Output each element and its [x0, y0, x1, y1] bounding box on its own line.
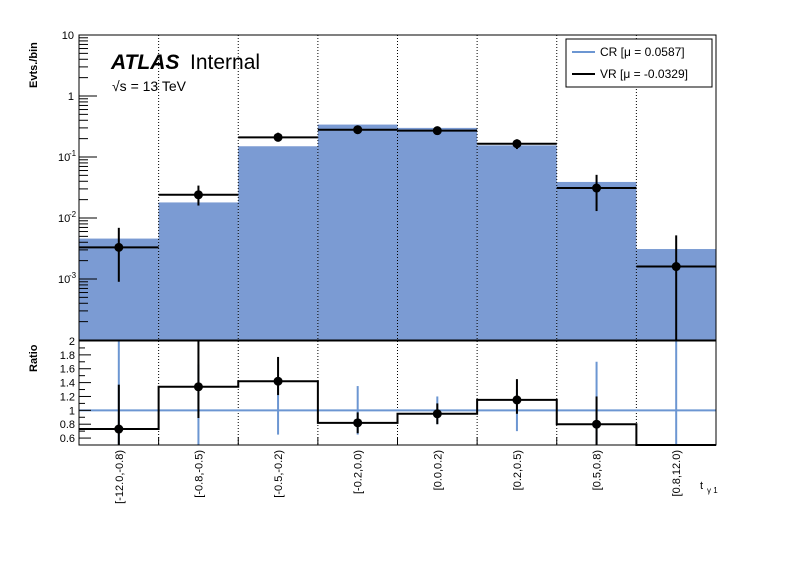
ratio-y-tick-label: 1.6	[60, 364, 75, 376]
x-category-label: [0.5,0.8)	[592, 450, 604, 490]
top-y-axis-title: Evts./bin	[28, 42, 40, 88]
top-y-tick-label: 10	[58, 213, 70, 225]
top-y-tick-exponent: -2	[69, 210, 77, 219]
top-y-tick-label: 10	[62, 30, 74, 42]
x-axis-title: t	[700, 480, 703, 492]
x-category-label: [-12.0,-0.8)	[114, 450, 126, 504]
vr-ratio-point	[273, 376, 283, 386]
vr-ratio-point	[193, 382, 203, 392]
x-category-label: [-0.5,-0.2)	[273, 450, 285, 498]
x-axis-title-subscript: γ 1	[707, 486, 718, 495]
legend-vr-label: VR [μ = -0.0329]	[600, 67, 688, 81]
atlas-label: ATLAS	[110, 51, 179, 74]
x-category-label: [0.2,0.5)	[512, 450, 524, 490]
ratio-y-tick-label: 0.6	[60, 433, 75, 445]
top-y-tick-label: 10	[58, 274, 70, 286]
cr-bar	[158, 202, 239, 340]
vr-point	[512, 139, 522, 149]
ratio-y-tick-label: 1.8	[60, 350, 75, 362]
x-category-label: [0.8,12.0)	[671, 450, 683, 496]
vr-point	[193, 190, 203, 200]
top-y-tick-exponent: -1	[69, 149, 77, 158]
top-y-tick-label: 10	[58, 152, 70, 164]
legend: CR [μ = 0.0587] VR [μ = -0.0329]	[565, 38, 713, 88]
vr-point	[353, 125, 363, 135]
vr-ratio-point	[114, 424, 124, 434]
vr-point	[114, 242, 124, 252]
vr-point	[432, 126, 442, 136]
cr-bar	[317, 124, 398, 340]
vr-point	[592, 183, 602, 193]
ratio-y-tick-label: 1.4	[60, 378, 75, 390]
energy-label: √s = 13 TeV	[112, 78, 187, 94]
vr-ratio-point	[512, 395, 522, 405]
top-y-tick-label: 1	[68, 91, 74, 103]
vr-ratio-point	[592, 419, 602, 429]
vr-point	[671, 262, 681, 272]
top-y-tick-exponent: -3	[69, 271, 77, 280]
cr-bar	[397, 127, 478, 341]
ratio-y-axis-title: Ratio	[28, 344, 40, 372]
vr-point	[273, 132, 283, 142]
ratio-y-tick-label: 1	[69, 405, 75, 417]
legend-cr-label: CR [μ = 0.0587]	[600, 45, 685, 59]
x-category-label: [-0.8,-0.5)	[193, 450, 205, 498]
vr-ratio-point	[353, 418, 363, 428]
ratio-y-tick-label: 2	[69, 336, 75, 348]
internal-label: Internal	[190, 51, 260, 74]
ratio-y-tick-label: 0.8	[60, 419, 75, 431]
x-category-label: [0.0,0.2)	[432, 450, 444, 490]
cr-bar	[477, 145, 557, 340]
ratio-pad: 2 1.8 1.6 1.41.2 1 0.8 0.6	[60, 336, 717, 446]
top-pad-frame	[78, 34, 717, 341]
legend-box	[565, 38, 713, 88]
vr-ratio-point	[432, 409, 442, 419]
ratio-y-tick-label: 1.2	[60, 391, 75, 403]
x-category-label: [-0.2,0.0)	[353, 450, 365, 494]
category-labels: [-12.0,-0.8) [-0.8,-0.5) [-0.5,-0.2) [-0.2,…	[114, 450, 683, 504]
cr-bar	[238, 146, 318, 340]
